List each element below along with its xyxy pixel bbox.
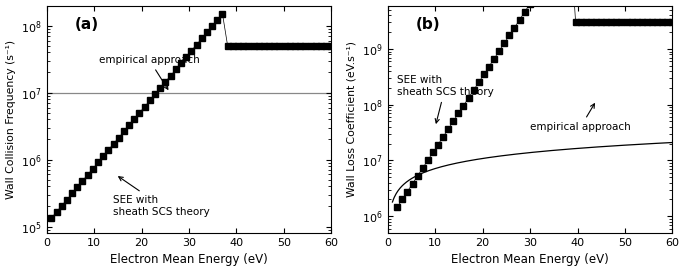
Text: empirical approach: empirical approach <box>99 55 199 89</box>
Text: empirical approach: empirical approach <box>530 104 631 132</box>
X-axis label: Electron Mean Energy (eV): Electron Mean Energy (eV) <box>110 254 268 267</box>
Text: SEE with
sheath SCS theory: SEE with sheath SCS theory <box>113 177 210 217</box>
Y-axis label: Wall Loss Coefficient (eV.s⁻¹): Wall Loss Coefficient (eV.s⁻¹) <box>347 41 357 197</box>
Y-axis label: Wall Collision Frequency (s⁻¹): Wall Collision Frequency (s⁻¹) <box>5 40 16 199</box>
Text: SEE with
sheath SCS theory: SEE with sheath SCS theory <box>397 75 494 123</box>
X-axis label: Electron Mean Energy (eV): Electron Mean Energy (eV) <box>451 254 609 267</box>
Text: (b): (b) <box>416 17 441 32</box>
Text: (a): (a) <box>75 17 99 32</box>
